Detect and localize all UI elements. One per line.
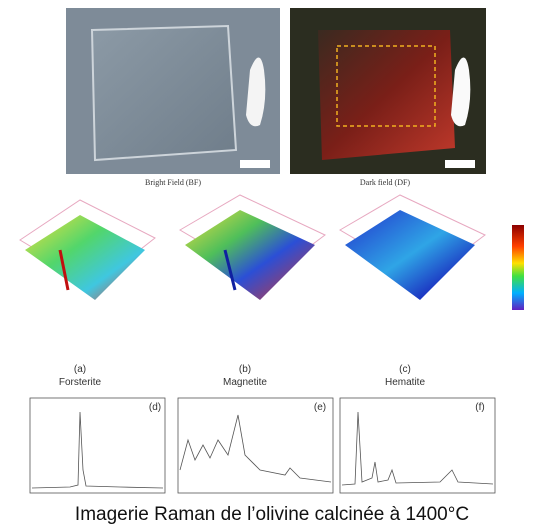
panel-letter: (f) [475,402,484,413]
spectrum-plot [340,398,495,493]
panel-name: Hematite [385,377,425,388]
spectrum-plot [30,398,165,493]
image-caption: Bright Field (BF) [145,178,201,187]
bright-field-image [66,8,280,174]
figure: Bright Field (BF) Dark field (DF) (a) Fo… [0,0,544,531]
raman-map [180,195,325,300]
image-caption: Dark field (DF) [360,178,411,187]
panel-letter: (c) [399,364,411,375]
figure-caption: Imagerie Raman de l’olivine calcinée à 1… [75,504,469,525]
dark-field-image [290,8,486,174]
spectrum-plot [178,398,333,493]
raman-map [340,195,485,300]
panel-letter: (a) [74,364,86,375]
panel-letter: (e) [314,402,326,413]
color-bar [512,225,524,310]
panel-name: Forsterite [59,377,102,388]
panel-letter: (b) [239,364,251,375]
panel-letter: (d) [149,402,161,413]
panel-name: Magnetite [223,377,267,388]
raman-map [20,200,155,300]
